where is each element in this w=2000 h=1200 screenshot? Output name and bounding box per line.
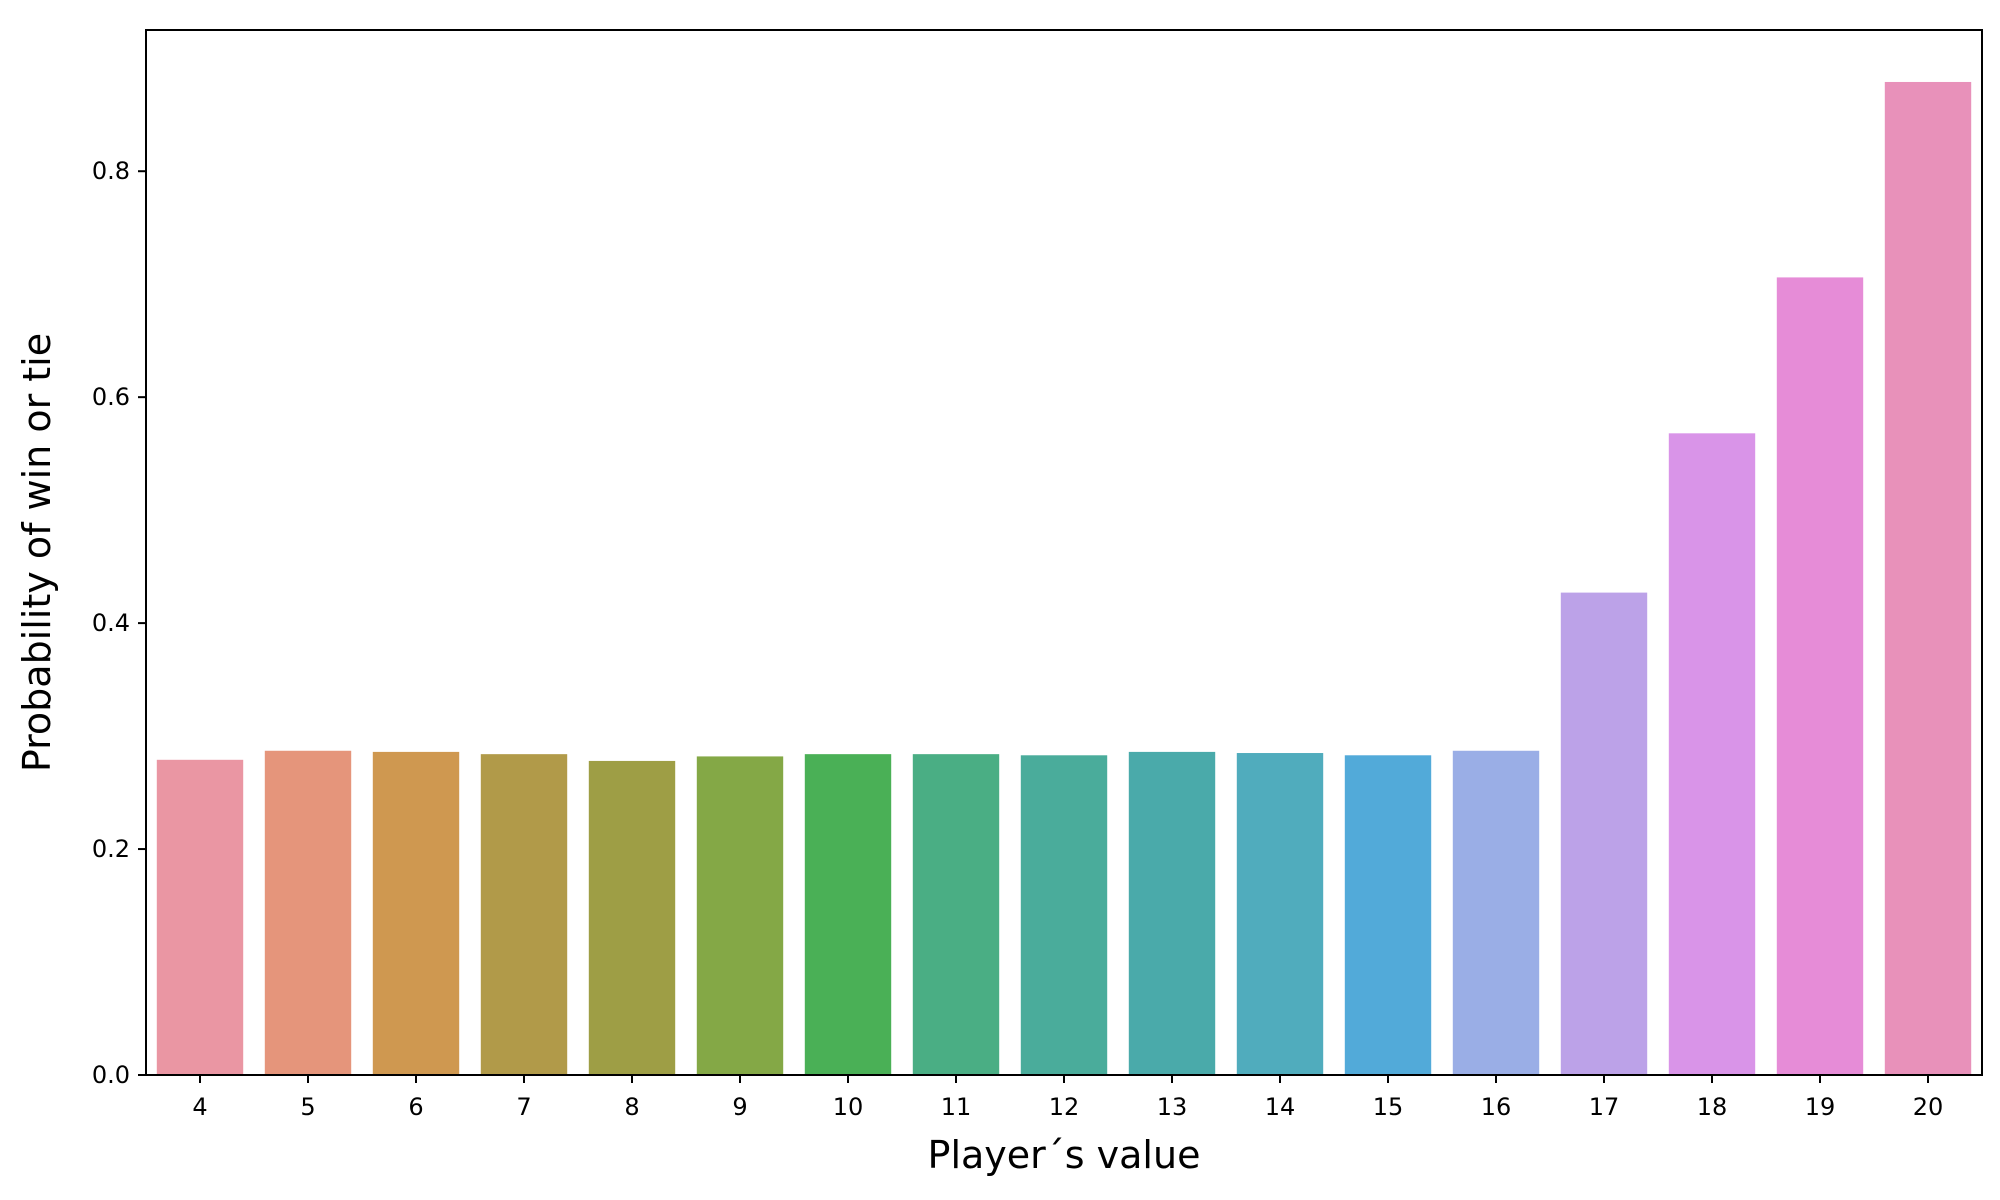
bar-9 — [696, 756, 784, 1075]
x-tick-label: 19 — [1805, 1093, 1836, 1121]
bar-18 — [1668, 433, 1756, 1076]
x-tick-label: 20 — [1913, 1093, 1944, 1121]
x-tick-label: 5 — [300, 1093, 315, 1121]
x-axis-label: Player´s value — [928, 1133, 1201, 1177]
bar-16 — [1452, 750, 1540, 1075]
bar-5 — [264, 750, 352, 1075]
x-tick-label: 10 — [833, 1093, 864, 1121]
y-tick-label: 0.8 — [92, 157, 130, 185]
x-axis-ticks: 4 5 6 7 8 9 10 11 12 13 14 15 16 17 18 19 20 — [192, 1075, 1943, 1121]
x-tick-label: 8 — [624, 1093, 639, 1121]
y-tick-label: 0.0 — [92, 1061, 130, 1089]
y-axis-ticks: 0.0 0.2 0.4 0.6 0.8 — [92, 157, 146, 1089]
x-tick-label: 18 — [1697, 1093, 1728, 1121]
bar-20 — [1884, 81, 1972, 1075]
x-tick-label: 13 — [1157, 1093, 1188, 1121]
bar-7 — [480, 754, 568, 1075]
bar-12 — [1020, 755, 1108, 1075]
x-tick-label: 16 — [1481, 1093, 1512, 1121]
y-tick-label: 0.6 — [92, 383, 130, 411]
y-tick-label: 0.2 — [92, 835, 130, 863]
x-tick-label: 9 — [732, 1093, 747, 1121]
bar-17 — [1560, 592, 1648, 1075]
bar-15 — [1344, 755, 1432, 1075]
bar-8 — [588, 760, 676, 1075]
x-tick-label: 7 — [516, 1093, 531, 1121]
x-tick-label: 6 — [408, 1093, 423, 1121]
x-tick-label: 12 — [1049, 1093, 1080, 1121]
plot-frame — [145, 29, 1983, 1076]
y-axis-label: Probability of win or tie — [15, 333, 59, 772]
bar-4 — [156, 759, 244, 1075]
bars-group — [156, 81, 1972, 1076]
x-tick-label: 14 — [1265, 1093, 1296, 1121]
bar-11 — [912, 754, 1000, 1075]
x-tick-label: 11 — [941, 1093, 972, 1121]
bar-6 — [372, 751, 460, 1075]
bar-13 — [1128, 751, 1216, 1075]
x-tick-label: 4 — [192, 1093, 207, 1121]
bar-10 — [804, 754, 892, 1075]
x-tick-label: 15 — [1373, 1093, 1404, 1121]
y-tick-label: 0.4 — [92, 609, 130, 637]
bar-19 — [1776, 277, 1864, 1076]
x-tick-label: 17 — [1589, 1093, 1620, 1121]
bar-14 — [1236, 753, 1324, 1075]
